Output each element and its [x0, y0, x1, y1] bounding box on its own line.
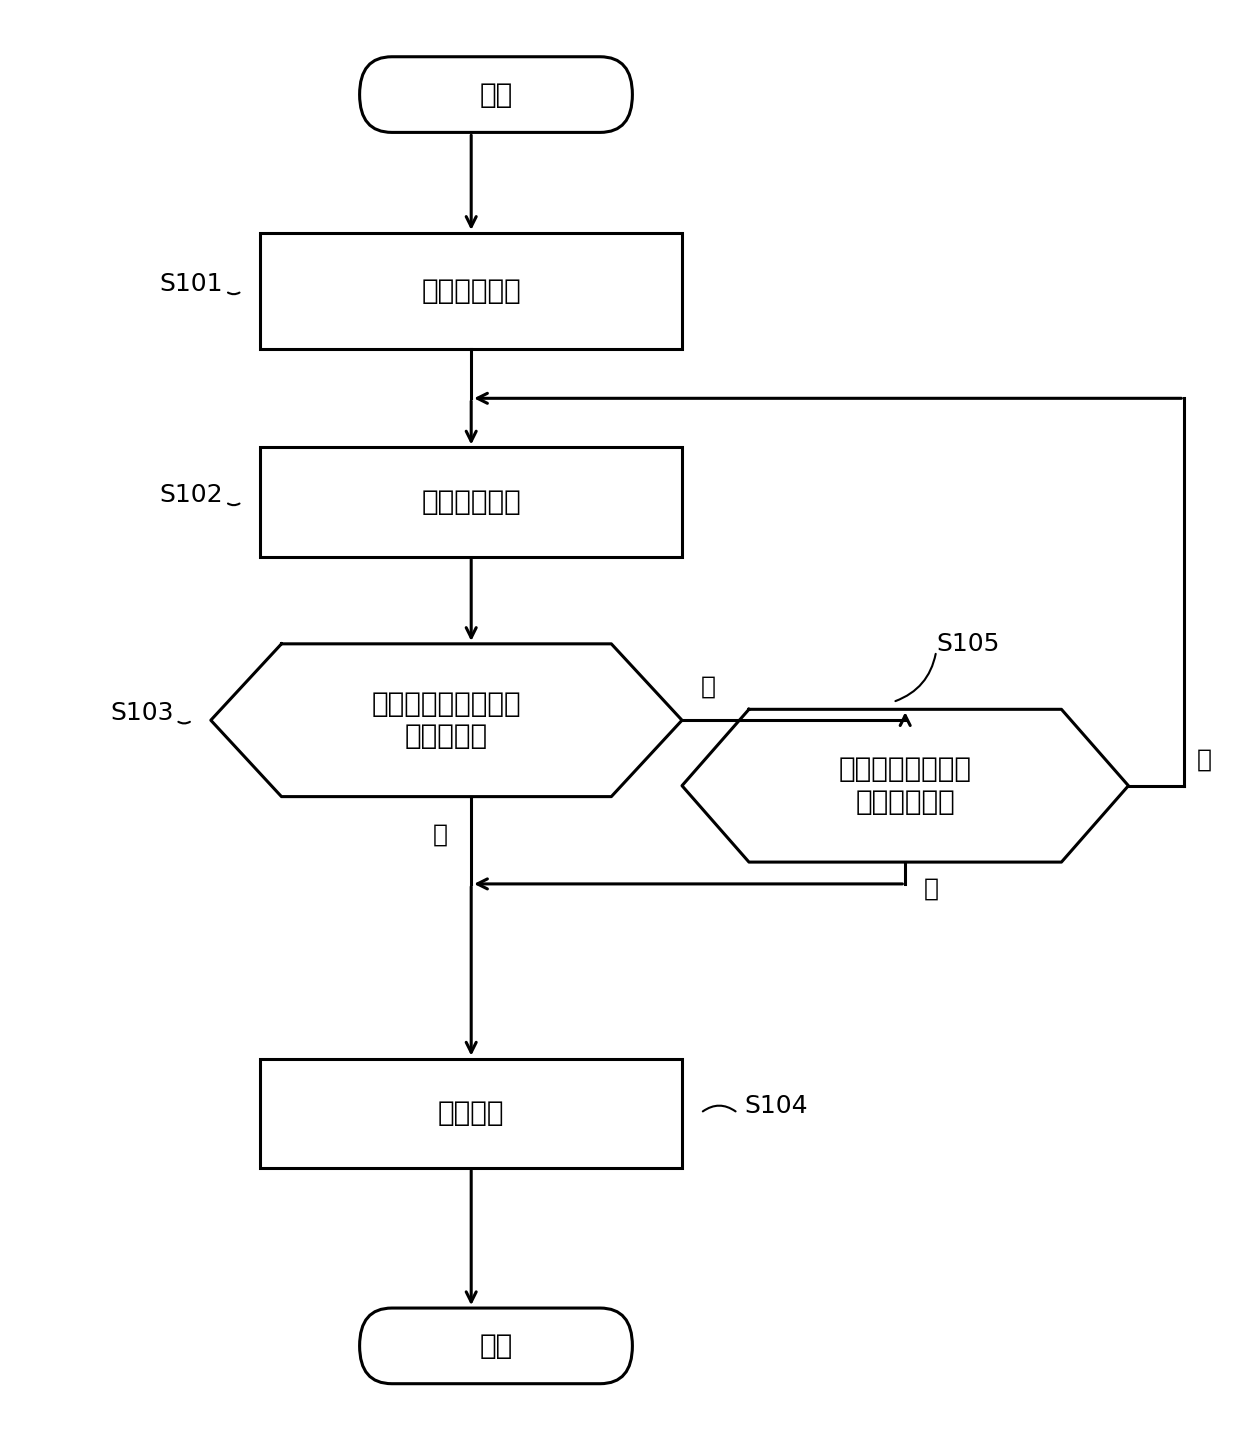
- Bar: [260, 233, 682, 349]
- Text: S104: S104: [744, 1094, 807, 1117]
- Text: S105: S105: [936, 631, 999, 656]
- Text: 开始: 开始: [480, 80, 512, 109]
- Text: S101: S101: [160, 272, 223, 295]
- Text: 检测到的电流至少
为预定阈值？: 检测到的电流至少 为预定阈值？: [838, 755, 972, 816]
- Polygon shape: [211, 643, 682, 796]
- Bar: [260, 1059, 682, 1167]
- Text: S103: S103: [110, 701, 174, 725]
- Polygon shape: [682, 709, 1128, 861]
- Text: 否: 否: [1197, 748, 1211, 771]
- Text: 暂停操作: 暂停操作: [438, 1099, 505, 1128]
- Text: 是: 是: [924, 876, 939, 901]
- FancyBboxPatch shape: [360, 1308, 632, 1384]
- Text: S102: S102: [160, 483, 223, 506]
- Text: 是: 是: [433, 822, 448, 847]
- Text: 否: 否: [701, 675, 715, 698]
- Text: 输出电压和基准电压
是否一致？: 输出电压和基准电压 是否一致？: [372, 690, 521, 751]
- FancyBboxPatch shape: [360, 57, 632, 132]
- Text: 获取基准电压: 获取基准电压: [422, 276, 521, 306]
- Bar: [260, 448, 682, 556]
- Text: 结束: 结束: [480, 1331, 512, 1360]
- Text: 监测输出电压: 监测输出电压: [422, 487, 521, 517]
